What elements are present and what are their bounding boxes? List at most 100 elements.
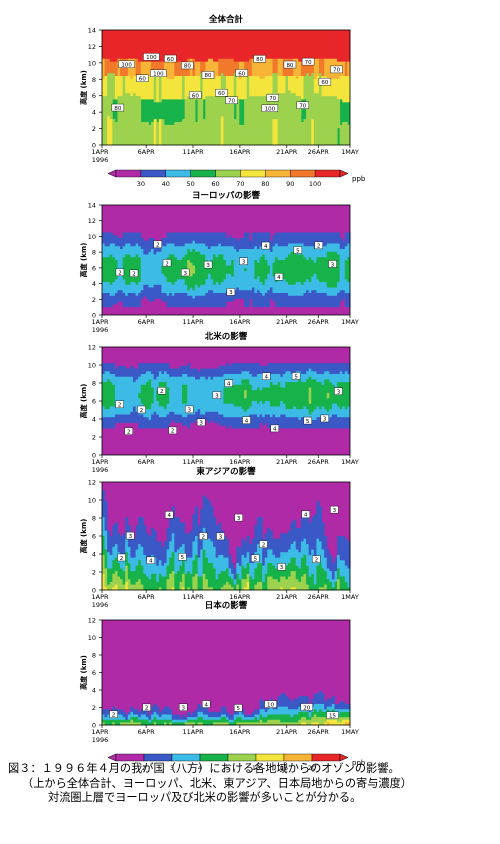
field-cell — [138, 276, 142, 280]
field-cell — [130, 301, 134, 305]
field-cell — [158, 295, 162, 299]
field-cell — [192, 136, 196, 140]
field-cell — [205, 301, 209, 305]
field-cell — [285, 124, 289, 129]
field-cell — [158, 136, 162, 140]
field-cell — [202, 290, 206, 294]
field-cell — [192, 301, 196, 305]
field-cell — [164, 257, 167, 261]
field-cell — [231, 47, 235, 51]
field-cell — [182, 119, 186, 123]
field-cell — [158, 282, 162, 286]
field-cell — [262, 93, 266, 97]
field-cell — [295, 41, 299, 45]
field-cell — [226, 70, 229, 74]
field-cell — [251, 84, 255, 88]
field-cell — [205, 61, 209, 65]
field-cell — [210, 78, 214, 83]
field-cell — [189, 136, 193, 140]
field-cell — [205, 139, 209, 143]
field-cell — [228, 84, 232, 88]
field-cell — [233, 30, 237, 34]
field-cell — [262, 70, 266, 74]
field-cell — [200, 50, 204, 54]
field-cell — [282, 81, 286, 86]
field-cell — [187, 41, 191, 45]
field-cell — [145, 47, 149, 51]
field-cell — [300, 76, 304, 80]
field-cell — [138, 30, 142, 34]
field-cell — [269, 136, 273, 140]
field-cell — [158, 142, 162, 146]
field-cell — [166, 44, 170, 48]
field-cell — [223, 101, 227, 106]
field-cell — [169, 251, 173, 255]
field-cell — [169, 139, 173, 143]
field-cell — [174, 130, 178, 134]
field-cell — [231, 122, 235, 126]
field-cell — [205, 136, 209, 140]
field-cell — [104, 124, 108, 129]
field-cell — [187, 136, 191, 140]
field-cell — [267, 70, 271, 74]
field-cell — [249, 55, 253, 60]
field-cell — [112, 257, 116, 261]
field-cell — [300, 93, 304, 97]
field-cell — [324, 113, 328, 117]
field-cell — [153, 139, 157, 143]
field-cell — [220, 53, 224, 57]
field-cell — [200, 279, 204, 283]
field-cell — [236, 61, 240, 65]
field-cell — [218, 84, 222, 88]
field-cell — [189, 53, 193, 57]
field-cell — [102, 282, 105, 286]
field-cell — [231, 295, 235, 299]
field-cell — [107, 262, 111, 266]
field-cell — [161, 142, 165, 146]
field-cell — [218, 298, 222, 302]
field-cell — [262, 130, 266, 134]
field-cell — [319, 87, 322, 91]
field-cell — [264, 93, 268, 97]
field-cell — [238, 142, 242, 146]
field-cell — [257, 73, 260, 77]
field-cell — [282, 70, 286, 74]
field-cell — [308, 67, 312, 71]
field-cell — [326, 44, 330, 48]
field-cell — [295, 38, 299, 42]
field-cell — [295, 32, 299, 37]
field-cell — [184, 110, 188, 114]
plot-frame — [101, 29, 351, 146]
field-cell — [339, 142, 343, 146]
field-cell — [231, 81, 235, 86]
field-cell — [337, 104, 341, 109]
field-cell — [272, 55, 276, 60]
field-cell — [135, 61, 139, 65]
field-cell — [164, 243, 167, 247]
field-cell — [200, 110, 204, 114]
field-cell — [130, 32, 134, 37]
field-cell — [272, 47, 276, 51]
field-cell — [226, 122, 229, 126]
field-cell — [202, 55, 206, 60]
field-cell — [174, 249, 178, 253]
field-cell — [195, 254, 198, 258]
field-cell — [311, 55, 315, 60]
field-cell — [169, 84, 173, 88]
field-cell — [192, 293, 196, 297]
field-cell — [231, 251, 235, 255]
field-cell — [145, 70, 149, 74]
field-cell — [192, 70, 196, 74]
field-cell — [145, 130, 149, 134]
field-cell — [251, 133, 255, 137]
field-cell — [220, 104, 224, 109]
field-cell — [331, 136, 335, 140]
field-cell — [148, 136, 152, 140]
field-cell — [267, 119, 271, 123]
field-cell — [342, 127, 346, 132]
field-cell — [210, 50, 214, 54]
field-cell — [295, 116, 299, 120]
field-cell — [264, 67, 268, 71]
field-cell — [233, 64, 237, 68]
field-cell — [236, 41, 240, 45]
